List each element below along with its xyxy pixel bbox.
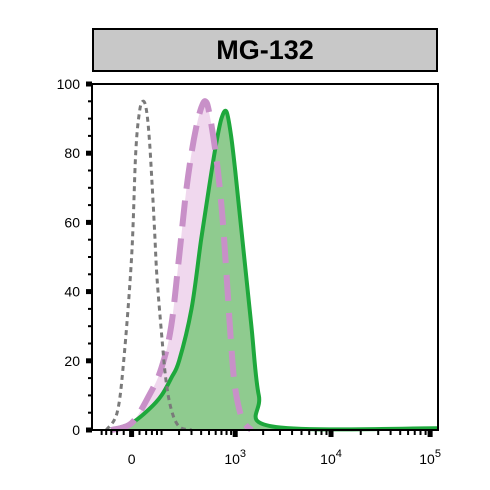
y-tick-label-60: 60 bbox=[64, 214, 80, 230]
series-2-line bbox=[110, 108, 439, 432]
y-tick-label-20: 20 bbox=[64, 353, 80, 369]
y-tick-label-40: 40 bbox=[64, 284, 80, 300]
y-tick-label-80: 80 bbox=[64, 145, 80, 161]
x-tick-label-1000: 103 bbox=[224, 448, 246, 467]
x-tick-label-10000: 104 bbox=[320, 448, 342, 467]
series-1-line bbox=[110, 98, 254, 433]
panel-title: MG-132 bbox=[92, 28, 438, 72]
series-0-line bbox=[104, 99, 192, 432]
x-tick-label-0: 0 bbox=[128, 451, 136, 467]
y-tick-label-100: 100 bbox=[57, 76, 81, 92]
x-tick-label-100000: 105 bbox=[419, 448, 441, 467]
y-tick-label-0: 0 bbox=[72, 422, 80, 438]
plot-frame bbox=[91, 83, 439, 431]
series-2-fill bbox=[111, 110, 439, 430]
